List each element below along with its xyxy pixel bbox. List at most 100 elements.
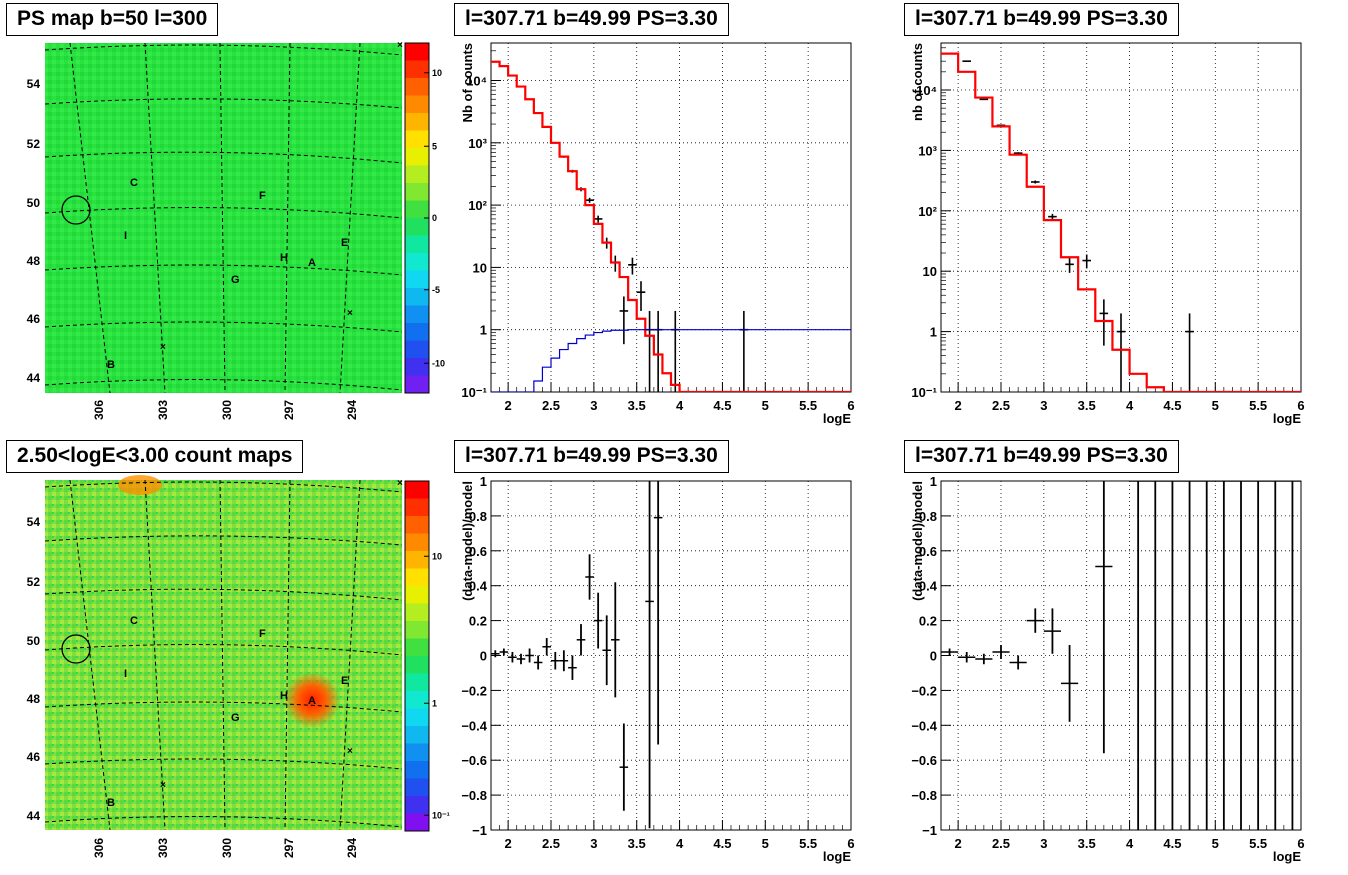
colorbar-cell [405,358,429,376]
colorbar-cell [405,43,429,61]
map-bottom-roi-circle [61,634,91,664]
x-tick-label: 5.5 [799,398,817,413]
svg-text:×: × [397,40,403,51]
x-tick-label: 2.5 [992,398,1010,413]
y-tick-label: −0.2 [461,683,487,698]
lon-tick-label: 294 [345,838,359,858]
colorbar-cell [405,375,429,394]
x-tick-label: 4.5 [1163,398,1181,413]
source-label-A: A [308,257,316,269]
y-tick-label: −0.8 [911,788,937,803]
lon-tick-label: 300 [220,400,234,420]
colorbar-frame [404,480,430,832]
colorbar-cell [405,603,429,622]
x-tick-label: 4 [1126,398,1134,413]
y-tick-label: 1 [930,474,937,489]
y-tick-label: −1 [922,823,937,838]
y-axis-label: (data-model)/model [460,481,475,601]
y-axis-label: Nb of counts [460,43,475,122]
colorbar-cell [405,340,429,359]
colorbar-cell [405,638,429,657]
lon-tick-label: 297 [282,838,296,858]
x-axis-label: logE [823,411,851,426]
x-tick-label: 4.5 [713,398,731,413]
source-label-I: I [124,230,127,242]
svg-text:×: × [347,308,353,319]
x-tick-label: 5.5 [1249,398,1267,413]
colorbar-cell [405,235,429,254]
y-tick-label: −0.4 [911,718,937,733]
series-model-step-line [941,52,1301,392]
x-tick-label: 3 [590,836,597,851]
residual-right: 2 2.5 3 3.5 4 4.5 5 5.5 6 −1 −0.8 −0.6 −0.4 −0.2 0 0.2 0… [910,474,1305,864]
series-model-step-line [491,60,851,392]
y-tick-label: −0.8 [461,788,487,803]
lat-tick-label: 48 [27,692,41,706]
x-axis-label: logE [1273,411,1301,426]
svg-text:×: × [347,746,353,757]
y-tick-label: 10³ [918,143,937,158]
colorbar-cell [405,60,429,79]
y-tick-label: 10 [923,264,937,279]
colorbar-cell [405,743,429,762]
colorbar-cell [405,305,429,324]
y-tick-label: 10 [473,260,487,275]
y-tick-label: −0.6 [911,753,937,768]
x-tick-label: 5 [762,836,769,851]
y-axis-label: nb of counts [910,43,925,121]
plot-series [941,52,1301,392]
colorbar-cell [405,568,429,587]
source-label-B: B [107,359,115,371]
colorbar-cell [405,586,429,604]
y-tick-label: 10² [918,204,937,219]
colorbar-cell [405,270,429,289]
x-tick-label: 3.5 [1078,398,1096,413]
x-tick-label: 3 [590,398,597,413]
colorbar-cell [405,726,429,744]
x-tick-label: 4 [676,398,684,413]
lat-tick-label: 52 [27,575,41,589]
lat-tick-label: 46 [27,312,41,326]
source-label-I: I [124,668,127,680]
source-label-H: H [280,690,288,702]
x-tick-label: 2.5 [992,836,1010,851]
map-bottom-title: 2.50<logE<3.00 count maps [6,440,304,473]
map-bottom-image [45,480,402,830]
colorbar-cell [405,148,429,166]
lat-tick-label: 46 [27,750,41,764]
colorbar-cell [405,796,429,814]
colorbar-cell [405,778,429,797]
colorbar-cell [405,691,429,709]
source-label-G: G [231,274,240,286]
source-label-E: E [341,675,348,687]
colorbar-cell [405,288,429,306]
source-label-C: C [130,177,138,189]
lat-tick-label: 54 [27,515,41,529]
colorbar-tick-label: 10 [432,68,442,78]
colorbar-tick-label: 10 [432,551,442,561]
colorbar-tick-label: -10 [432,358,445,368]
y-tick-label: 0.4 [469,579,488,594]
y-tick-label: 10² [468,198,487,213]
map-top-roi-circle [61,195,91,225]
map-top-image [45,43,402,393]
x-tick-label: 5.5 [799,836,817,851]
residual-left: 2 2.5 3 3.5 4 4.5 5 5.5 6 −1 −0.8 −0.6 −0.4 −0.2 0 0.2 0… [460,474,855,864]
x-tick-label: 6 [1297,836,1304,851]
y-axis-label: (data-model)/model [910,481,925,601]
y-tick-label: −0.2 [911,683,937,698]
colorbar-cell [405,551,429,569]
colorbar-cell [405,621,429,639]
colorbar-tick-label: -5 [432,285,440,295]
lat-tick-label: 50 [27,196,41,210]
colorbar-cell [405,165,429,184]
y-tick-label: 0.6 [469,544,487,559]
residual-left-title: l=307.71 b=49.99 PS=3.30 [454,440,729,473]
x-tick-label: 4 [1126,836,1134,851]
x-tick-label: 6 [847,398,854,413]
lon-tick-label: 306 [92,838,106,858]
x-tick-label: 6 [1297,398,1304,413]
map-bottom: × × × A B C E F G H I 54 52 50 48 46 44 306 303 300 297… [27,475,450,858]
lon-tick-label: 294 [345,400,359,420]
